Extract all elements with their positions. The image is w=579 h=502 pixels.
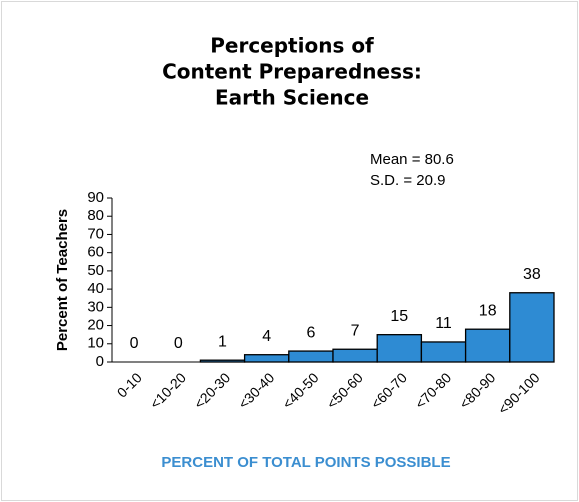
y-tick-label: 20 — [87, 317, 104, 334]
data-label: 38 — [523, 266, 541, 283]
bar — [332, 348, 378, 363]
y-tick-label: 10 — [87, 335, 104, 352]
data-label: 6 — [306, 324, 315, 341]
data-label: 0 — [130, 335, 139, 352]
y-tick-label: 30 — [87, 298, 104, 315]
bar — [243, 354, 290, 363]
annotation: S.D. = 20.9 — [370, 172, 445, 189]
y-tick-label: 80 — [87, 207, 104, 224]
chart-title: Earth Science — [215, 86, 369, 110]
bar — [464, 328, 511, 363]
chart-title: Perceptions of — [210, 34, 374, 58]
y-tick-label: 50 — [87, 262, 104, 279]
chart-title: Content Preparedness: — [162, 60, 422, 84]
x-axis-label: PERCENT OF TOTAL POINTS POSSIBLE — [161, 454, 450, 471]
bar — [288, 350, 334, 363]
bar — [509, 292, 555, 363]
data-label: 0 — [174, 335, 183, 352]
data-label: 15 — [390, 308, 408, 325]
bar — [376, 334, 423, 363]
data-label: 11 — [435, 315, 452, 332]
data-label: 7 — [351, 322, 360, 339]
y-tick-label: 60 — [87, 244, 104, 261]
y-tick-label: 0 — [96, 353, 104, 370]
y-tick-label: 40 — [87, 280, 104, 297]
data-label: 4 — [262, 328, 271, 345]
annotation: Mean = 80.6 — [370, 151, 454, 168]
data-label: 1 — [218, 333, 227, 350]
y-tick-label: 70 — [87, 225, 104, 242]
y-tick-label: 90 — [87, 189, 104, 206]
data-label: 18 — [479, 302, 497, 319]
y-axis-label: Percent of Teachers — [54, 209, 71, 351]
bar — [420, 341, 467, 363]
